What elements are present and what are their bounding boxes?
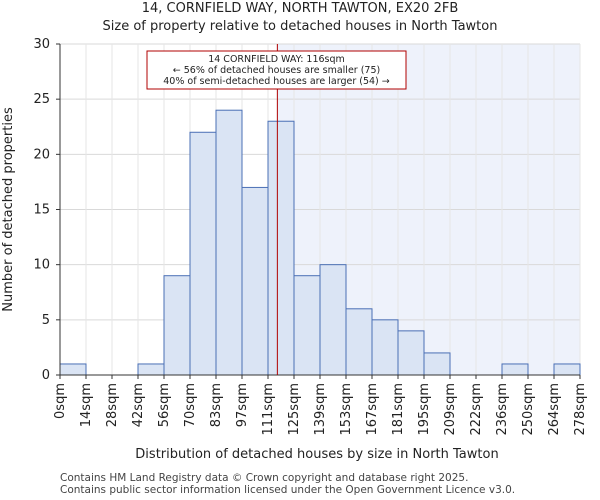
chart-subtitle: Size of property relative to detached ho…	[102, 19, 498, 34]
y-axis-label: Number of detached properties	[1, 107, 16, 312]
bar-42sqm	[137, 363, 165, 376]
bar-125sqm	[293, 275, 321, 376]
annotation-box	[146, 50, 407, 90]
y-tick-label-0: 0	[42, 368, 50, 383]
annotation-line-1: 14 CORNFIELD WAY: 116sqm	[208, 54, 345, 65]
x-tick-label-181sqm: 181sqm	[391, 383, 406, 436]
y-tick-label-15: 15	[33, 203, 50, 218]
x-tick-label-153sqm: 153sqm	[339, 383, 354, 436]
bar-264sqm	[553, 363, 581, 376]
x-tick-label-264sqm: 264sqm	[547, 383, 562, 436]
x-tick-label-209sqm: 209sqm	[443, 383, 458, 436]
x-tick-label-83sqm: 83sqm	[209, 383, 224, 427]
x-tick-label-111sqm: 111sqm	[261, 383, 276, 436]
chart-title: 14, CORNFIELD WAY, NORTH TAWTON, EX20 2F…	[141, 1, 459, 16]
bar-195sqm	[423, 352, 451, 376]
annotation-line-2: ← 56% of detached houses are smaller (75…	[173, 65, 380, 76]
x-tick-label-167sqm: 167sqm	[365, 383, 380, 436]
bar-181sqm	[397, 330, 425, 376]
x-tick-label-250sqm: 250sqm	[521, 383, 536, 436]
x-tick-label-14sqm: 14sqm	[79, 383, 94, 427]
x-tick-label-125sqm: 125sqm	[287, 383, 302, 436]
bar-139sqm	[319, 264, 347, 376]
x-tick-label-70sqm: 70sqm	[183, 383, 198, 427]
x-tick-label-236sqm: 236sqm	[495, 383, 510, 436]
y-tick-label-25: 25	[33, 92, 50, 107]
y-tick-label-20: 20	[33, 147, 50, 162]
x-tick-label-0sqm: 0sqm	[53, 383, 68, 419]
bar-97sqm	[241, 186, 269, 376]
bar-70sqm	[189, 131, 217, 376]
x-tick-label-97sqm: 97sqm	[235, 383, 250, 427]
x-tick-label-28sqm: 28sqm	[105, 383, 120, 427]
y-tick-label-10: 10	[33, 258, 50, 273]
bar-0sqm	[59, 363, 87, 376]
bar-111sqm	[267, 120, 295, 376]
bar-236sqm	[501, 363, 529, 376]
annotation-line-3: 40% of semi-detached houses are larger (…	[163, 76, 390, 87]
x-tick-label-56sqm: 56sqm	[157, 383, 172, 427]
bar-83sqm	[215, 109, 243, 376]
x-tick-label-222sqm: 222sqm	[469, 383, 484, 436]
y-tick-label-5: 5	[42, 313, 50, 328]
x-tick-label-278sqm: 278sqm	[573, 383, 588, 436]
bars	[59, 109, 581, 376]
y-ticks: 0 5 10 15 20 25 30	[33, 37, 60, 383]
bar-153sqm	[345, 308, 373, 376]
bar-56sqm	[163, 275, 191, 376]
x-tick-label-139sqm: 139sqm	[313, 383, 328, 436]
x-axis-label: Distribution of detached houses by size …	[135, 447, 498, 462]
x-tick-label-42sqm: 42sqm	[131, 383, 146, 427]
x-tick-label-195sqm: 195sqm	[417, 383, 432, 436]
footer-copyright: Contains HM Land Registry data © Crown c…	[60, 472, 469, 484]
x-ticks: 0sqm 14sqm 28sqm 42sqm 56sqm 70sqm 83sqm 97sqm 1…	[53, 375, 588, 436]
y-tick-label-30: 30	[33, 37, 50, 52]
bar-167sqm	[371, 319, 399, 376]
footer-licence: Contains public sector information licen…	[60, 484, 516, 496]
